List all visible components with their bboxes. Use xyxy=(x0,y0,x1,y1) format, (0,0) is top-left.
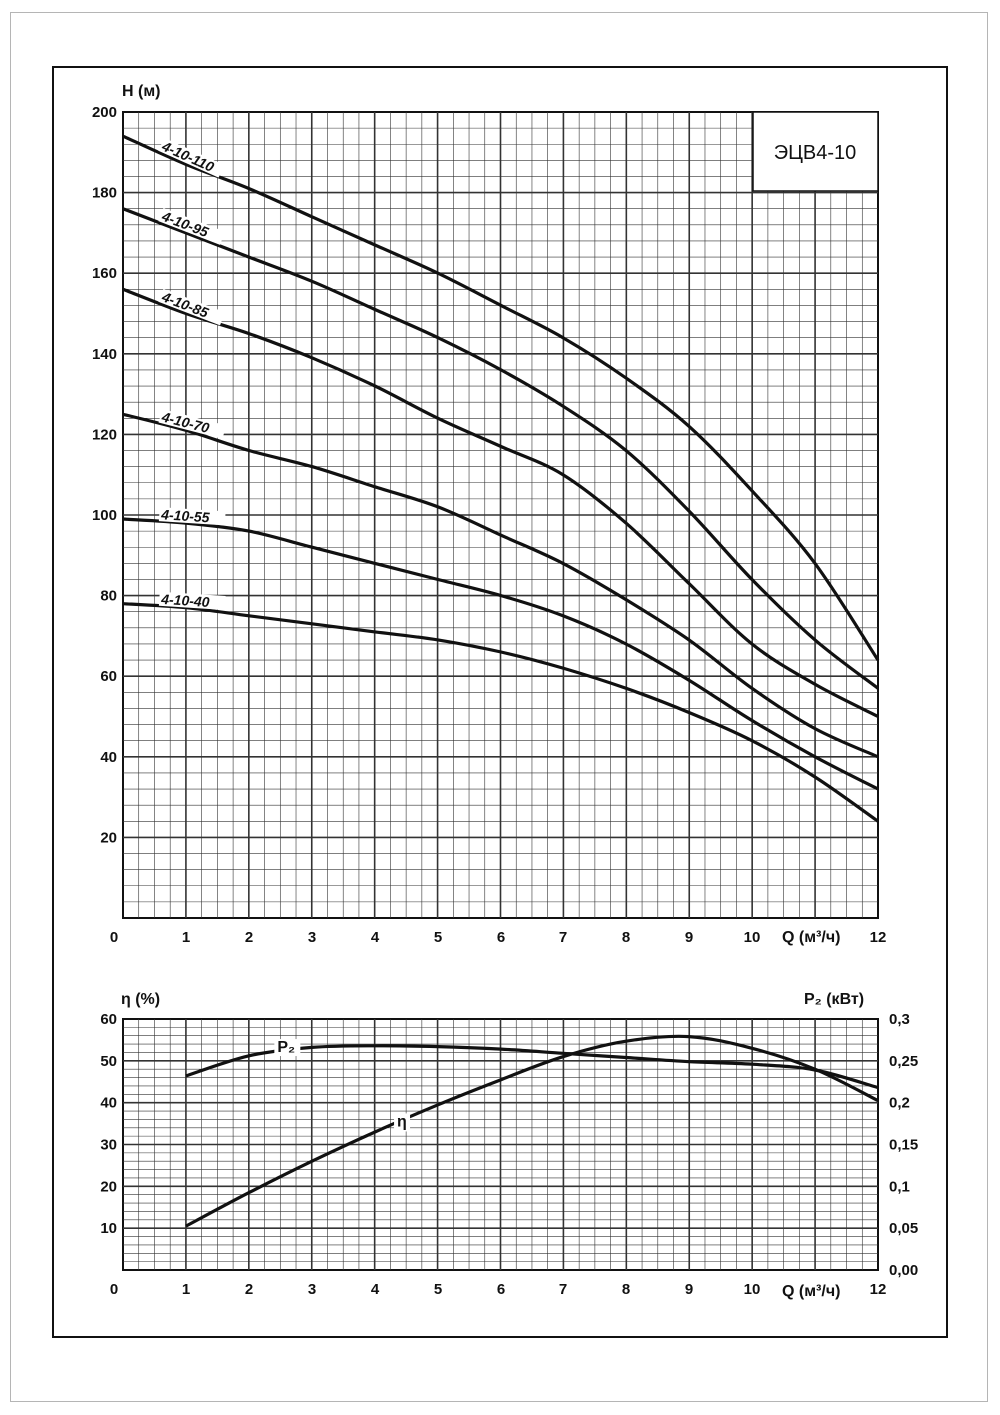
x-tick-label: 9 xyxy=(685,929,693,946)
x-tick-label: 7 xyxy=(559,929,567,946)
x-tick-label-bottom: 12 xyxy=(870,1281,887,1298)
curve-label-4-10-55: 4-10-55 xyxy=(160,506,210,525)
x-tick-label-bottom: 10 xyxy=(744,1281,761,1298)
curve-label-bg xyxy=(158,288,226,326)
right-tick-label: 0,3 xyxy=(889,1011,910,1028)
x-tick-label-bottom: 9 xyxy=(685,1281,693,1298)
x-tick-label: 2 xyxy=(245,929,253,946)
x-tick-label: 3 xyxy=(308,929,316,946)
right-tick-label: 0,2 xyxy=(889,1095,910,1112)
y-tick-label: 60 xyxy=(100,668,117,685)
x-tick-label: 0 xyxy=(110,929,118,946)
curve-label-bg xyxy=(158,591,226,611)
x-axis-title: Q (м³/ч) xyxy=(782,929,840,946)
x-tick-label: 10 xyxy=(744,929,761,946)
left-tick-label: 30 xyxy=(100,1137,117,1154)
left-tick-label: 40 xyxy=(100,1095,117,1112)
x-tick-label-bottom: 0 xyxy=(110,1281,118,1298)
x-tick-label-bottom: 4 xyxy=(371,1281,380,1298)
power-curve xyxy=(185,1044,879,1090)
x-tick-label-bottom: 8 xyxy=(622,1281,630,1298)
y-tick-label: 100 xyxy=(92,507,117,524)
x-tick-label: 4 xyxy=(371,929,380,946)
x-tick-label: 1 xyxy=(182,929,190,946)
efficiency-label-bg xyxy=(394,1113,411,1132)
head-chart-curves xyxy=(122,134,880,823)
chart-title-box xyxy=(752,111,879,192)
x-tick-label-bottom: 3 xyxy=(308,1281,316,1298)
y-tick-label: 160 xyxy=(92,265,117,282)
x-tick-label-bottom: 2 xyxy=(245,1281,253,1298)
y-tick-label: 180 xyxy=(92,185,117,202)
x-tick-label-bottom: 7 xyxy=(559,1281,567,1298)
head-curve-4-10-95 xyxy=(122,207,879,690)
power-label-bg xyxy=(274,1039,301,1057)
right-axis-title: P₂ (кВт) xyxy=(804,991,864,1008)
efficiency-curve xyxy=(185,1034,879,1228)
head-chart: 4-10-1104-10-954-10-854-10-704-10-554-10… xyxy=(92,83,886,946)
right-tick-label: 0,00 xyxy=(889,1262,918,1279)
left-tick-label: 10 xyxy=(100,1220,117,1237)
x-tick-label: 8 xyxy=(622,929,630,946)
left-axis-title: η (%) xyxy=(121,991,160,1008)
power-curve-label: P₂ xyxy=(277,1039,295,1056)
curve-label-bg xyxy=(158,507,226,526)
x-tick-label: 6 xyxy=(497,929,505,946)
x-tick-label-bottom: 5 xyxy=(434,1281,442,1298)
left-tick-label: 20 xyxy=(100,1178,117,1195)
right-tick-label: 0,05 xyxy=(889,1220,918,1237)
head-curve-4-10-85 xyxy=(122,287,879,718)
right-tick-label: 0,15 xyxy=(889,1137,918,1154)
head-curve-4-10-110 xyxy=(122,134,880,661)
x-tick-label: 12 xyxy=(870,929,887,946)
x-tick-label-bottom: 1 xyxy=(182,1281,190,1298)
x-axis-title-bottom: Q (м³/ч) xyxy=(782,1283,840,1300)
y-axis-title: H (м) xyxy=(122,83,161,100)
curve-label-4-10-40: 4-10-40 xyxy=(160,591,210,610)
y-tick-label: 20 xyxy=(100,829,117,846)
efficiency-power-chart: P₂η 1020304050600,000,050,10,150,20,250,… xyxy=(100,991,918,1300)
y-tick-label: 200 xyxy=(92,104,117,121)
y-tick-label: 40 xyxy=(100,749,117,766)
y-tick-label: 80 xyxy=(100,588,117,605)
curve-label-bg xyxy=(158,408,226,439)
head-curve-4-10-40 xyxy=(122,602,879,823)
left-tick-label: 60 xyxy=(100,1011,117,1028)
efficiency-chart-grid xyxy=(122,1018,879,1271)
drawing-frame xyxy=(52,66,948,1338)
head-curve-4-10-70 xyxy=(122,412,879,759)
y-tick-label: 140 xyxy=(92,346,117,363)
chart-title: ЭЦВ4-10 xyxy=(774,142,857,164)
head-chart-grid xyxy=(122,111,879,919)
x-tick-label: 5 xyxy=(434,929,442,946)
x-tick-label-bottom: 6 xyxy=(497,1281,505,1298)
right-tick-label: 0,1 xyxy=(889,1178,910,1195)
right-tick-label: 0,25 xyxy=(889,1053,918,1070)
left-tick-label: 50 xyxy=(100,1053,117,1070)
curve-label-bg xyxy=(158,137,225,178)
efficiency-curve-label: η xyxy=(397,1113,407,1130)
curve-label-bg xyxy=(158,208,226,245)
head-curve-4-10-55 xyxy=(122,517,879,791)
page-border xyxy=(10,12,988,1402)
efficiency-chart-curve-labels: P₂ η xyxy=(274,1039,411,1132)
y-tick-label: 120 xyxy=(92,426,117,443)
efficiency-chart-curves xyxy=(185,1034,879,1228)
